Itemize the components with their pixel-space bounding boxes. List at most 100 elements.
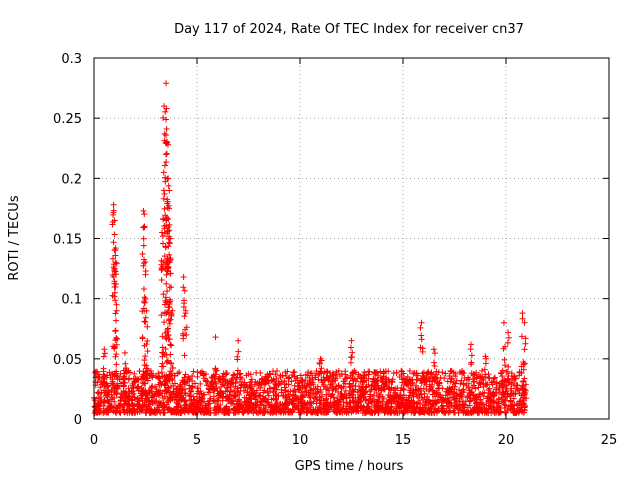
data-point	[103, 392, 110, 399]
data-point	[299, 405, 305, 412]
data-point	[502, 362, 509, 369]
data-point	[505, 403, 512, 410]
data-point	[144, 375, 151, 382]
data-point	[148, 388, 155, 395]
data-point	[143, 341, 150, 348]
data-point	[365, 403, 372, 410]
data-point	[338, 371, 345, 378]
data-point	[415, 399, 422, 406]
data-point	[472, 385, 479, 392]
data-point	[490, 378, 497, 385]
data-point	[175, 408, 182, 415]
data-point	[468, 352, 475, 359]
data-point	[142, 353, 149, 360]
data-point	[416, 408, 423, 415]
data-point	[142, 389, 149, 396]
data-point	[418, 336, 425, 343]
data-point	[187, 392, 194, 399]
data-point	[427, 383, 434, 390]
data-point	[358, 404, 365, 411]
data-point	[500, 319, 507, 326]
data-point	[242, 399, 249, 406]
data-point	[141, 318, 148, 325]
data-point	[347, 344, 354, 351]
data-point	[295, 386, 302, 393]
data-point	[520, 377, 527, 384]
data-point	[303, 406, 310, 413]
data-point	[255, 382, 262, 389]
data-point	[168, 342, 175, 349]
data-point	[517, 398, 524, 405]
data-point	[190, 404, 197, 411]
data-point	[348, 409, 355, 416]
data-point	[509, 402, 516, 409]
data-point	[169, 364, 176, 371]
data-point	[459, 401, 466, 408]
data-point	[141, 399, 148, 406]
data-point	[456, 369, 463, 376]
data-point	[522, 335, 529, 342]
data-point	[484, 395, 491, 402]
data-point	[289, 400, 296, 407]
data-point	[111, 217, 118, 224]
data-point	[143, 370, 150, 377]
data-point	[445, 397, 452, 404]
data-point	[265, 392, 272, 399]
data-point	[390, 398, 397, 405]
data-point	[436, 379, 443, 386]
data-point	[500, 345, 507, 352]
data-point	[169, 377, 176, 384]
data-point	[441, 375, 448, 382]
data-point	[166, 187, 173, 194]
data-point	[202, 402, 209, 409]
data-point	[504, 368, 511, 375]
data-point	[212, 379, 219, 386]
data-point	[424, 409, 431, 416]
data-point	[262, 395, 269, 402]
data-point	[125, 402, 132, 409]
data-point	[333, 407, 340, 414]
data-point	[257, 392, 264, 399]
data-point	[363, 388, 370, 395]
data-point	[310, 407, 317, 414]
data-point	[323, 396, 330, 403]
data-point	[234, 356, 241, 363]
data-point	[242, 406, 249, 413]
data-point	[369, 398, 376, 405]
data-point	[253, 369, 260, 376]
data-point	[152, 398, 159, 405]
data-point	[112, 252, 119, 259]
data-point	[160, 350, 167, 357]
data-point	[477, 379, 484, 386]
data-point	[163, 280, 170, 287]
data-point	[429, 391, 436, 398]
data-point	[235, 337, 242, 344]
data-point	[521, 389, 528, 396]
data-points	[91, 80, 530, 416]
data-point	[267, 385, 274, 392]
data-point	[506, 379, 513, 386]
data-point	[376, 393, 383, 400]
y-tick-label: 0.3	[61, 52, 82, 67]
data-point	[452, 400, 459, 407]
data-point	[95, 374, 102, 381]
data-point	[326, 387, 333, 394]
data-point	[186, 382, 193, 389]
data-point	[307, 394, 314, 401]
data-point	[251, 393, 258, 400]
data-point	[505, 379, 512, 386]
data-point	[151, 399, 158, 406]
data-point	[481, 405, 488, 412]
data-point	[285, 381, 292, 388]
data-point	[247, 371, 254, 378]
data-point	[166, 227, 173, 234]
data-point	[511, 379, 518, 386]
data-point	[354, 400, 361, 407]
data-point	[472, 407, 479, 414]
data-point	[442, 370, 449, 377]
data-point	[131, 406, 138, 413]
data-point	[406, 367, 413, 374]
data-point	[272, 404, 279, 411]
data-point	[159, 333, 166, 340]
data-point	[100, 365, 107, 372]
